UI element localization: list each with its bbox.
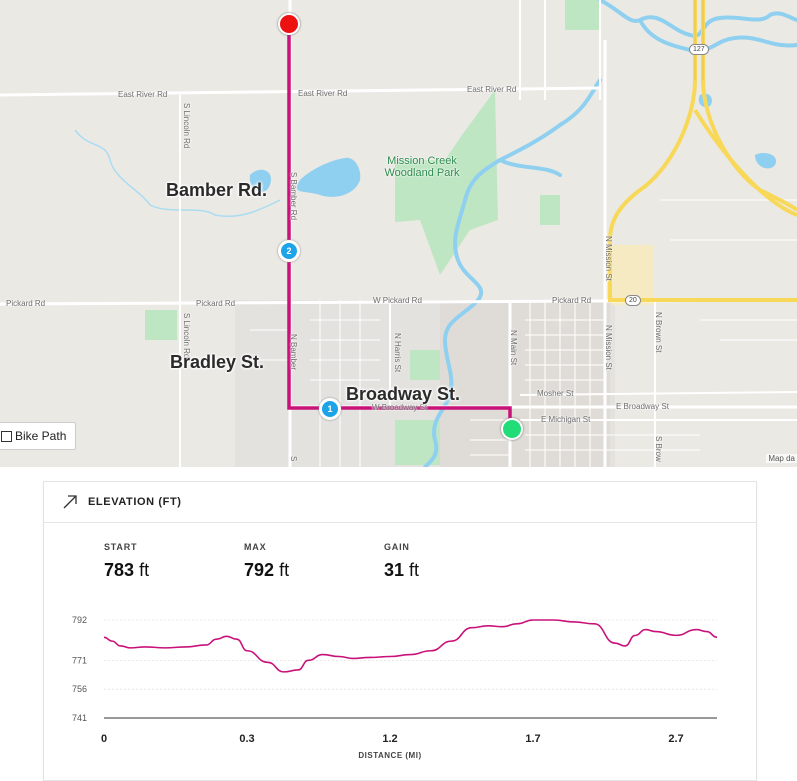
road-label-e-michigan-st: E Michigan St <box>541 415 591 424</box>
arrow-up-right-icon <box>63 495 77 509</box>
map-attribution[interactable]: Map da <box>766 454 797 463</box>
stat-value: 783 <box>104 560 135 580</box>
elevation-line <box>103 619 718 673</box>
road-label-mosher-st: Mosher St <box>537 389 574 398</box>
road-label-e-broadway-st: E Broadway St <box>616 402 669 411</box>
map-base <box>0 0 797 467</box>
road-label-w-pickard-rd: W Pickard Rd <box>373 296 422 305</box>
stat-label: MAX <box>244 542 267 552</box>
end-marker[interactable] <box>278 13 300 35</box>
bike-path-toggle[interactable]: Bike Path <box>0 422 76 450</box>
road-label-n-bamber: N Bamber <box>289 334 298 371</box>
road-label-n-mission-st: N Mission St <box>604 236 613 281</box>
road-label-s-brown: S Brow <box>654 436 663 462</box>
woodland-park <box>395 90 498 275</box>
road-label-n-mission-st: N Mission St <box>604 325 613 370</box>
x-tick-label: 1.7 <box>525 733 540 745</box>
stat-label: START <box>104 542 138 552</box>
y-tick-label: 756 <box>72 684 87 694</box>
stat-max: MAX 792 ft <box>244 542 289 581</box>
route-map[interactable]: East River Rd East River Rd East River R… <box>0 0 797 467</box>
x-axis-label: DISTANCE (MI) <box>358 751 421 760</box>
stat-unit: ft <box>279 560 290 580</box>
road-label-east-river-rd: East River Rd <box>298 89 348 98</box>
stat-gain: GAIN 31 ft <box>384 542 419 581</box>
park-label: Mission Creek Woodland Park <box>384 155 460 179</box>
y-tick-label: 792 <box>72 615 87 625</box>
stat-value: 792 <box>244 560 275 580</box>
stat-unit: ft <box>409 560 420 580</box>
stat-unit: ft <box>139 560 150 580</box>
road-label-east-river-rd: East River Rd <box>118 90 168 99</box>
stat-start: START 783 ft <box>104 542 149 581</box>
road-label-s: S <box>289 456 298 462</box>
stat-value: 31 <box>384 560 405 580</box>
road-label-n-main-st: N Main St <box>509 330 518 366</box>
road-label-s-lincoln-rd: S Lincoln Rd <box>182 103 191 149</box>
x-tick-label: 1.2 <box>382 733 397 745</box>
road-label-east-river-rd: East River Rd <box>467 85 517 94</box>
waypoint-1-marker[interactable]: 1 <box>319 398 341 420</box>
bike-path-label: Bike Path <box>15 429 67 443</box>
waypoint-2-marker[interactable]: 2 <box>278 240 300 262</box>
x-tick-label: 0.3 <box>239 733 254 745</box>
route-line <box>287 24 512 420</box>
bike-path-checkbox[interactable] <box>1 430 12 442</box>
elevation-header: ELEVATION (FT) <box>44 482 756 523</box>
elevation-chart[interactable]: 792 771 756 741 0 0.3 1.2 1.7 2.7 DISTANCE (MI) <box>44 482 758 770</box>
street-name-broadway: Broadway St. <box>346 384 461 404</box>
route-20-shield-icon: 20 <box>625 295 641 306</box>
road-label-w-broadway-st: W Broadway St <box>372 403 428 412</box>
road-label-n-brown-st: N Brown St <box>654 312 663 353</box>
elevation-title: ELEVATION (FT) <box>88 496 182 508</box>
x-tick-label: 2.7 <box>668 733 683 745</box>
road-label-n-harris-st: N Harris St <box>393 333 402 373</box>
elevation-card: ELEVATION (FT) START 783 ft MAX 792 ft G… <box>43 481 757 781</box>
road-label-pickard-rd: Pickard Rd <box>552 296 592 305</box>
y-tick-label: 741 <box>72 713 87 723</box>
start-marker[interactable] <box>501 418 523 440</box>
road-label-s-bamber-rd: S Bamber Rd <box>289 172 298 221</box>
stat-label: GAIN <box>384 542 410 552</box>
x-tick-label: 0 <box>101 733 107 745</box>
street-name-bradley: Bradley St. <box>170 352 265 372</box>
road-label-pickard-rd: Pickard Rd <box>6 299 46 308</box>
street-name-bamber: Bamber Rd. <box>166 180 268 200</box>
us-127-shield-icon: 127 <box>689 44 709 55</box>
road-label-pickard-rd: Pickard Rd <box>196 299 236 308</box>
y-tick-label: 771 <box>72 655 87 665</box>
